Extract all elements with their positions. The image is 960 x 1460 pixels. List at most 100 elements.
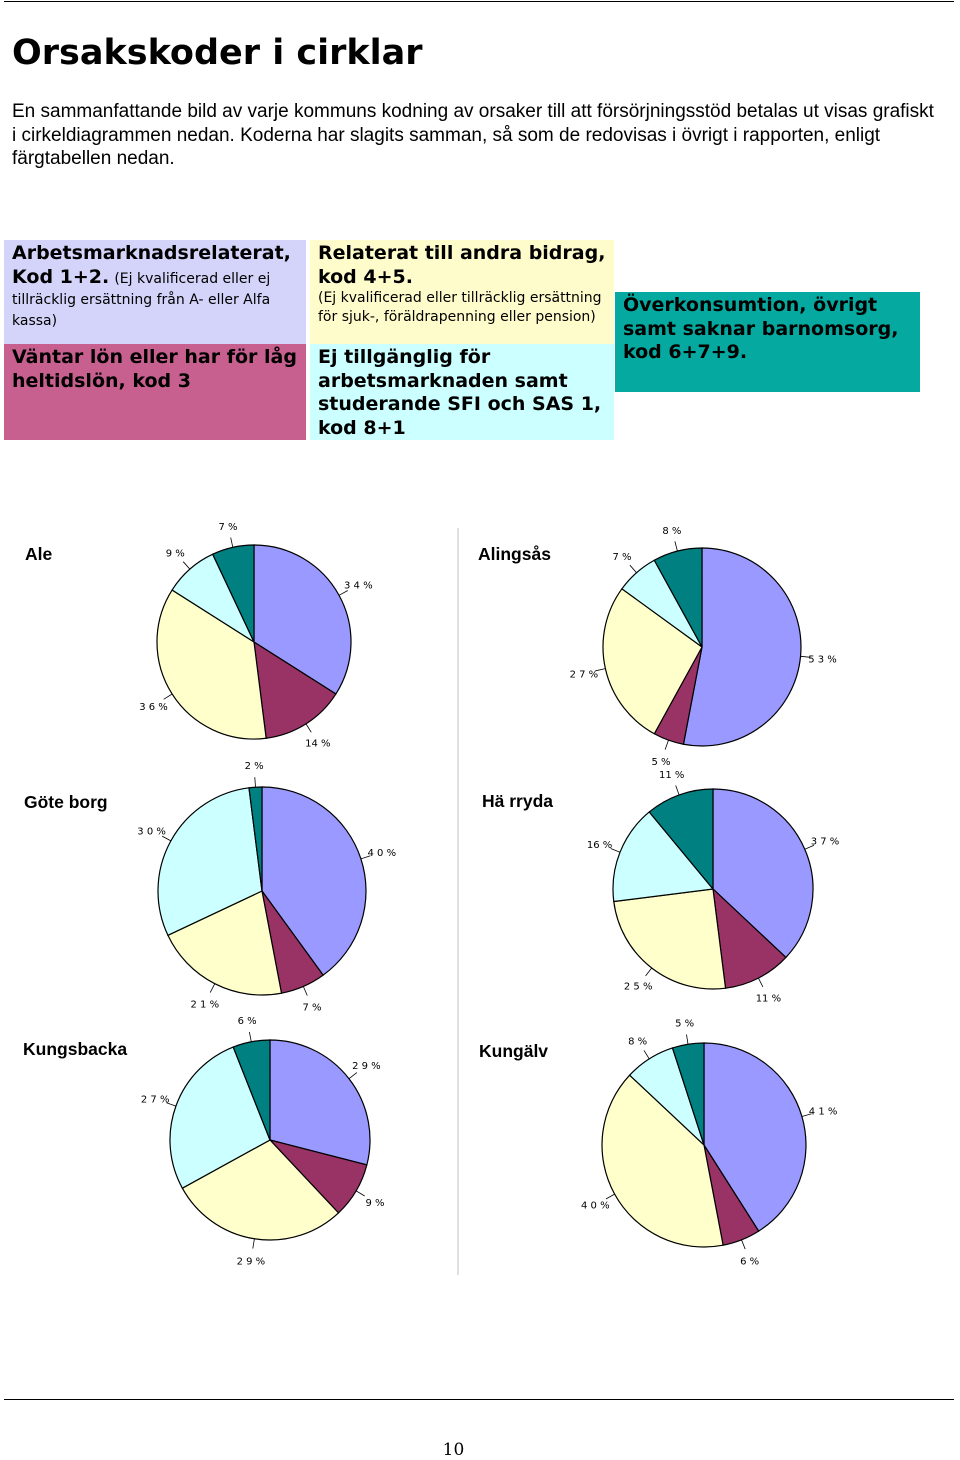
pie-slice-label: 9 % (166, 549, 185, 560)
pie-chart-3: 4 0 % 7 % 2 1 % 3 0 % 2 % Göte borg (24, 761, 396, 1013)
pie-leader-line (360, 855, 371, 860)
page-number: 10 (442, 1440, 465, 1460)
pie-chart-2: 5 3 % 5 % 2 7 % 7 % 8 % Alingsås (478, 526, 837, 768)
page-title: Orsakskoder i cirklar (12, 33, 423, 73)
pie-slice-label: 7 % (302, 1003, 321, 1014)
pie-slice-label: 2 9 % (237, 1257, 266, 1268)
pie-chart-1: 3 4 % 14 % 3 6 % 9 % 7 % Ale (25, 522, 373, 750)
legend-lon: Väntar lön eller har för låg heltidslön,… (4, 344, 306, 440)
pie-slice-kod-3 (712, 887, 787, 989)
pie-leader-line (348, 1072, 358, 1080)
pie-slice-label: 3 4 % (344, 581, 373, 592)
pie-slice-kod-4-5 (156, 589, 267, 740)
pie-slice-label: 2 % (245, 761, 264, 772)
legend-ej-tillganglig: Ej tillgänglig för arbetsmarknaden samt … (310, 344, 614, 440)
pie-slice-kod-1-2 (261, 786, 367, 976)
pie-slice-kod-3 (253, 640, 337, 739)
pie-slice-kod-1-2 (712, 788, 814, 959)
pie-slice-label: 4 1 % (809, 1106, 838, 1117)
pie-slice-label: 4 0 % (368, 848, 397, 859)
pie-leader-line (254, 777, 256, 788)
pie-leader-line (209, 983, 216, 993)
pie-chart-title: Hä rryda (482, 791, 553, 811)
pie-slice-kod-6-7-9 (232, 1039, 271, 1141)
pie-leader-line (675, 785, 680, 796)
pie-slice-label: 6 % (740, 1256, 759, 1267)
pie-slice-label: 11 % (659, 770, 684, 781)
pie-slice-kod-4-5 (601, 1074, 724, 1248)
pie-slice-kod-6-7-9 (648, 788, 714, 891)
pie-slice-label: 9 % (365, 1198, 384, 1209)
pie-slice-kod-1-2 (682, 547, 802, 747)
legend-arbetsmarknad-heading: Arbetsmarknadsrelaterat, Kod 1+2. (12, 242, 291, 288)
pie-slice-label: 3 0 % (137, 826, 166, 837)
pie-chart-4: 3 7 % 11 % 2 5 % 16 % 11 % Hä rryda (482, 770, 839, 1005)
pie-chart-title: Kungälv (479, 1041, 548, 1061)
legend-arbetsmarknad-note: (Ej kvalificerad eller ej tillräcklig er… (12, 270, 271, 330)
pie-slice-label: 14 % (305, 739, 330, 750)
legend-lon-heading: Väntar lön eller har för låg heltidslön,… (12, 346, 297, 392)
pie-slice-label: 5 % (651, 757, 670, 768)
pie-leader-line (605, 1193, 615, 1200)
pie-slice-label: 8 % (628, 1036, 647, 1047)
legend-bidrag-note: (Ej kvalificerad eller tillräcklig ersät… (318, 290, 602, 325)
pie-slice-label: 7 % (218, 522, 237, 533)
pie-slice-label: 16 % (587, 840, 612, 851)
pie-slice-kod-8-1 (612, 811, 715, 903)
pie-leader-line (252, 1238, 255, 1249)
pie-slice-label: 2 9 % (352, 1061, 381, 1072)
pie-slice-kod-6-7-9 (248, 786, 263, 892)
legend-ej-tillganglig-heading: Ej tillgänglig för arbetsmarknaden samt … (318, 346, 602, 439)
pie-leader-line (355, 1190, 365, 1197)
pie-slice-kod-8-1 (169, 1046, 271, 1189)
legend-bidrag: Relaterat till andra bidrag, kod 4+5. (E… (310, 240, 614, 344)
pie-chart-6: 4 1 % 6 % 4 0 % 8 % 5 % Kungälv (479, 1019, 837, 1268)
pie-slice-kod-4-5 (167, 890, 283, 996)
pie-leader-line (741, 1239, 746, 1250)
pie-leader-line (664, 739, 669, 750)
pie-leader-line (595, 668, 606, 672)
pie-charts: 3 4 % 14 % 3 6 % 9 % 7 % Ale 5 3 % 5 % 2 7 % 7 % 8… (23, 522, 839, 1275)
pie-leader-line (801, 1113, 812, 1117)
legend-arbetsmarknad: Arbetsmarknadsrelaterat, Kod 1+2. (Ej kv… (4, 240, 306, 344)
pie-slice-label: 3 7 % (811, 837, 840, 848)
pie-slice-label: 5 3 % (808, 654, 837, 665)
pie-chart-5: 2 9 % 9 % 2 9 % 2 7 % 6 % Kungsbacka (23, 1016, 385, 1267)
pie-leader-line (305, 723, 312, 733)
pie-slice-label: 2 7 % (570, 669, 599, 680)
pie-leader-line (686, 1034, 689, 1045)
pie-slice-label: 4 0 % (581, 1201, 610, 1212)
pie-slice-label: 2 7 % (141, 1095, 170, 1106)
pie-slice-kod-4-5 (181, 1139, 340, 1241)
pie-leader-line (645, 967, 653, 977)
pie-leader-line (338, 590, 348, 596)
pie-slice-label: 11 % (756, 994, 781, 1005)
pie-slice-label: 6 % (238, 1016, 257, 1027)
pie-leader-line (302, 986, 308, 996)
intro-paragraph: En sammanfattande bild av varje kommuns … (12, 101, 934, 169)
legend-bidrag-heading: Relaterat till andra bidrag, kod 4+5. (318, 242, 606, 288)
pie-slice-label: 2 5 % (624, 981, 653, 992)
pie-slice-label: 7 % (612, 552, 631, 563)
pie-leader-line (163, 693, 173, 700)
pie-leader-line (804, 844, 815, 850)
pie-slice-kod-4-5 (613, 888, 727, 990)
pie-slice-label: 2 1 % (191, 999, 220, 1010)
pie-leader-line (629, 564, 637, 573)
pie-slice-label: 3 6 % (139, 702, 168, 713)
pie-chart-title: Ale (25, 544, 53, 564)
pie-leader-line (166, 1102, 177, 1107)
legend-overkonsumtion: Överkonsumtion, övrigt samt saknar barno… (615, 292, 920, 392)
pie-chart-title: Göte borg (24, 792, 108, 812)
pie-slice-kod-6-7-9 (653, 547, 703, 648)
pie-slice-kod-6-7-9 (211, 544, 255, 643)
pie-slice-kod-4-5 (602, 587, 703, 735)
pie-chart-title: Kungsbacka (23, 1039, 127, 1059)
pie-leader-line (161, 835, 172, 842)
bottom-rule (4, 1399, 954, 1400)
pie-leader-line (182, 561, 191, 570)
pie-slice-label: 8 % (662, 526, 681, 537)
pie-leader-line (674, 541, 678, 552)
pie-chart-title: Alingsås (478, 544, 551, 564)
legend-overkonsumtion-heading: Överkonsumtion, övrigt samt saknar barno… (623, 294, 899, 363)
